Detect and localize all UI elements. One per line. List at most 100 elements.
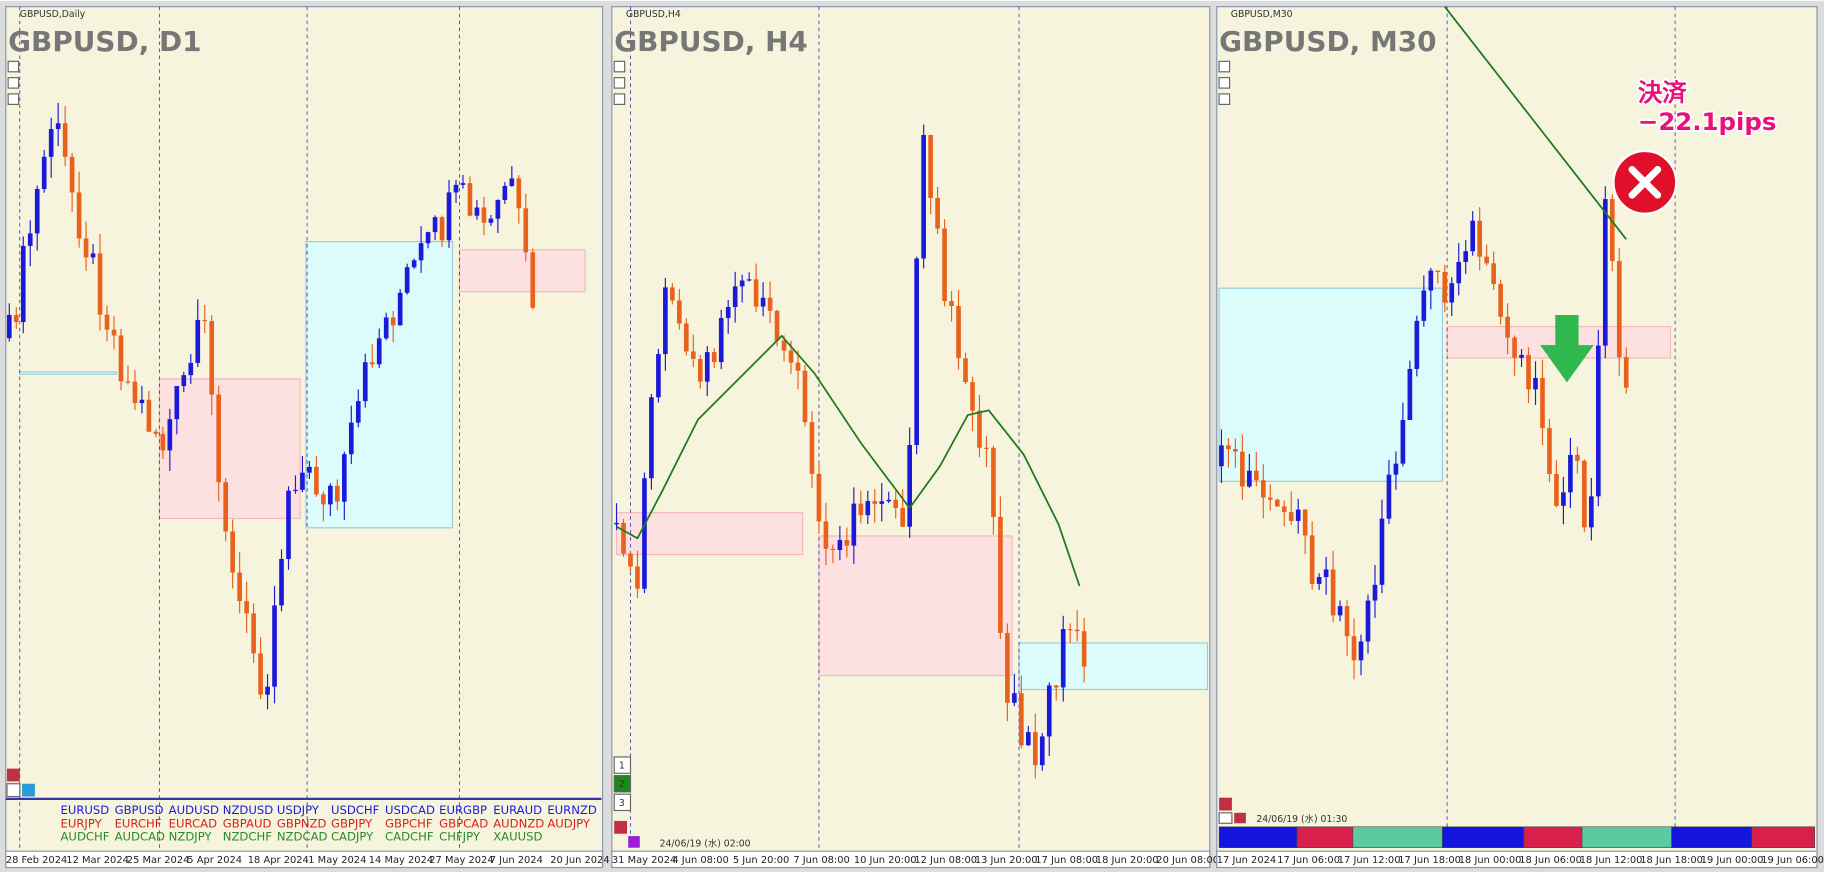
- candle-body: [509, 178, 515, 186]
- candle-body: [1240, 451, 1245, 487]
- toggle-button[interactable]: [628, 836, 640, 848]
- symbol-button[interactable]: AUDCHF: [60, 830, 109, 844]
- candle-body: [335, 485, 340, 502]
- minimize-button[interactable]: [6, 768, 20, 782]
- axis-strip: [5, 850, 604, 869]
- candle-body: [816, 473, 822, 522]
- symbol-button[interactable]: EURUSD: [60, 803, 109, 817]
- candle-body: [690, 351, 696, 359]
- candle-body: [1421, 290, 1427, 321]
- symbol-button[interactable]: AUDJPY: [547, 816, 591, 830]
- minimize-button[interactable]: [1219, 797, 1232, 811]
- candle-body: [453, 184, 459, 193]
- candle-body: [1026, 732, 1031, 746]
- candle-body: [355, 401, 361, 423]
- x-axis-label: 13 Jun 20:00: [975, 855, 1038, 866]
- candle-body: [167, 419, 173, 451]
- symbol-button[interactable]: AUDNZD: [493, 816, 544, 830]
- symbol-button[interactable]: GBPCAD: [439, 816, 488, 830]
- candle-body: [725, 306, 731, 319]
- symbol-button[interactable]: CADJPY: [331, 830, 374, 844]
- scroll-button[interactable]: [613, 77, 626, 89]
- scroll-button[interactable]: [1218, 93, 1231, 105]
- symbol-button[interactable]: XAUUSD: [493, 830, 542, 844]
- candle-body: [90, 253, 96, 258]
- toggle-button[interactable]: [22, 783, 35, 797]
- symbol-button[interactable]: NZDCHF: [223, 830, 272, 844]
- timeframe-button[interactable]: [613, 756, 632, 774]
- symbol-button[interactable]: NZDJPY: [169, 830, 213, 844]
- symbol-button[interactable]: EURGBP: [439, 803, 487, 817]
- candle-body: [1247, 470, 1252, 487]
- candle-body: [188, 362, 194, 376]
- candle-body: [781, 340, 787, 351]
- chart-title: GBPUSD, D1: [8, 25, 201, 58]
- symbol-button[interactable]: NZDCAD: [277, 830, 328, 844]
- scroll-button[interactable]: [613, 60, 626, 73]
- candle-body: [1012, 693, 1017, 703]
- axis-strip: [611, 850, 1211, 869]
- zone-box: [818, 535, 1013, 677]
- candle-body: [1616, 260, 1622, 358]
- candle-body: [663, 287, 668, 355]
- symbol-button[interactable]: USDJPY: [277, 803, 320, 817]
- candle-body: [1428, 270, 1434, 291]
- symbol-button[interactable]: USDCAD: [385, 803, 435, 817]
- scroll-button[interactable]: [613, 93, 626, 105]
- symbol-button[interactable]: CHFJPY: [439, 830, 481, 844]
- symbol-button[interactable]: GBPAUD: [223, 816, 272, 830]
- symbol-button[interactable]: EURJPY: [60, 816, 102, 830]
- timeframe-button-label: 2: [619, 779, 625, 790]
- candle-body: [1484, 256, 1489, 264]
- symbol-button[interactable]: CADCHF: [385, 830, 434, 844]
- symbol-button[interactable]: GBPCHF: [385, 816, 433, 830]
- timeframe-button[interactable]: [613, 793, 632, 812]
- scroll-button[interactable]: [1218, 77, 1231, 89]
- candle-body: [62, 123, 68, 157]
- scroll-button[interactable]: [7, 77, 20, 89]
- scroll-button[interactable]: [1218, 60, 1231, 73]
- candle-body: [432, 217, 438, 233]
- candle-body: [621, 522, 626, 554]
- symbol-label: GBPUSD,H4: [626, 9, 681, 20]
- timeframe-button[interactable]: [613, 775, 632, 793]
- scroll-button[interactable]: [7, 60, 20, 73]
- symbol-button[interactable]: EURNZD: [547, 803, 597, 817]
- symbol-button[interactable]: GBPUSD: [115, 803, 164, 817]
- symbol-button[interactable]: EURCAD: [169, 816, 217, 830]
- x-axis-label: 12 Mar 2024: [66, 855, 129, 866]
- symbol-button[interactable]: AUDUSD: [169, 803, 219, 817]
- candle-body: [516, 178, 522, 209]
- candle-body: [1526, 354, 1531, 390]
- symbol-button[interactable]: GBPNZD: [277, 816, 327, 830]
- symbol-button[interactable]: NZDUSD: [223, 803, 273, 817]
- symbol-button[interactable]: EURAUD: [493, 803, 542, 817]
- close-button[interactable]: [6, 783, 21, 798]
- candle-body: [1498, 284, 1503, 317]
- candle-body: [376, 338, 382, 365]
- candle-body: [844, 540, 850, 546]
- candle-body: [1407, 368, 1413, 421]
- symbol-button[interactable]: EURCHF: [115, 816, 162, 830]
- toggle-button[interactable]: [1234, 812, 1246, 824]
- candle-body: [760, 297, 766, 307]
- moving-average: [1444, 6, 1627, 240]
- candle-body: [446, 192, 452, 241]
- candle-body: [6, 314, 12, 339]
- chart-title: GBPUSD, H4: [614, 25, 808, 58]
- candle-body: [900, 507, 906, 527]
- symbol-button[interactable]: GBPJPY: [331, 816, 373, 830]
- candle-body: [174, 386, 180, 420]
- trade-annotation: −22.1pips: [1638, 107, 1777, 136]
- candle-body: [739, 280, 745, 287]
- scroll-button[interactable]: [7, 93, 20, 105]
- candle-body: [893, 499, 899, 508]
- symbol-button[interactable]: USDCHF: [331, 803, 380, 817]
- symbol-button[interactable]: AUDCAD: [115, 830, 165, 844]
- candle-body: [1386, 474, 1392, 519]
- signal-bar: [1523, 826, 1583, 849]
- close-button[interactable]: [1218, 812, 1233, 824]
- minimize-button[interactable]: [614, 820, 627, 834]
- candle-body: [1254, 470, 1259, 481]
- candle-body: [1596, 345, 1601, 497]
